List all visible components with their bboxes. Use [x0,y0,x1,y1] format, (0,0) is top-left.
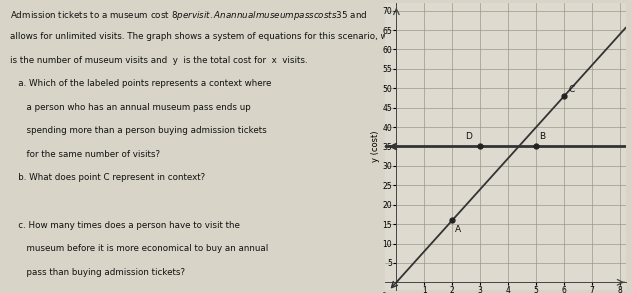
Y-axis label: y (cost): y (cost) [371,131,380,162]
Text: A: A [455,225,461,234]
Text: B: B [539,132,545,141]
Text: C: C [568,85,574,94]
Text: D: D [465,132,471,141]
Text: museum before it is more economical to buy an annual: museum before it is more economical to b… [10,244,269,253]
Text: b. What does point C represent in context?: b. What does point C represent in contex… [10,173,205,183]
Text: pass than buying admission tickets?: pass than buying admission tickets? [10,268,185,277]
Text: spending more than a person buying admission tickets: spending more than a person buying admis… [10,126,267,135]
Text: allows for unlimited visits. The graph shows a system of equations for this scen: allows for unlimited visits. The graph s… [10,32,415,41]
Text: is the number of museum visits and  y  is the total cost for  x  visits.: is the number of museum visits and y is … [10,56,308,65]
Text: a person who has an annual museum pass ends up: a person who has an annual museum pass e… [10,103,251,112]
Text: c. How many times does a person have to visit the: c. How many times does a person have to … [10,221,240,230]
Text: for the same number of visits?: for the same number of visits? [10,150,160,159]
Text: Admission tickets to a museum cost $8 per visit.  An annual museum pass costs $3: Admission tickets to a museum cost $8 pe… [10,9,368,22]
Text: a. Which of the labeled points represents a context where: a. Which of the labeled points represent… [10,79,271,88]
Text: 0: 0 [382,292,387,293]
